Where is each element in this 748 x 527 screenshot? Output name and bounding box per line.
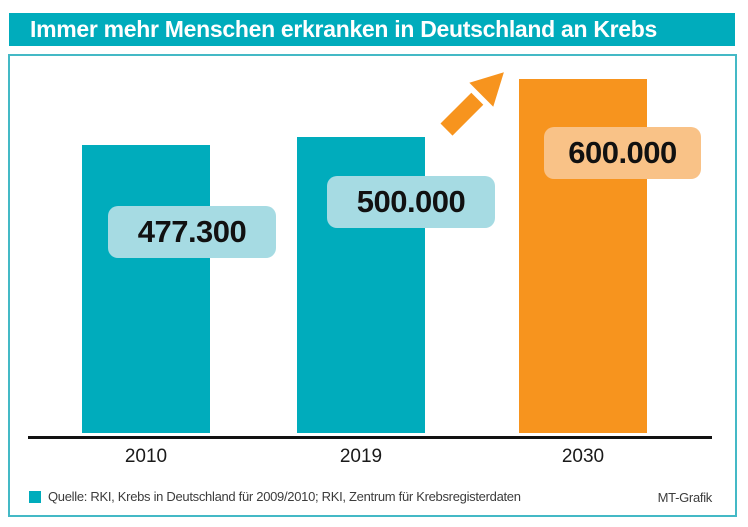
credit-text: MT-Grafik [657,490,713,505]
value-label-2010: 477.300 [108,206,276,258]
trend-up-arrow-icon [440,72,504,136]
source-text: Quelle: RKI, Krebs in Deutschland für 20… [48,489,521,504]
year-label-2030: 2030 [561,446,605,467]
title-bar: Immer mehr Menschen erkranken in Deutsch… [9,13,735,46]
source-row: Quelle: RKI, Krebs in Deutschland für 20… [29,489,521,504]
x-axis-line [28,436,712,439]
bar-2010 [82,145,210,433]
page-title: Immer mehr Menschen erkranken in Deutsch… [30,16,658,42]
year-label-2010: 2010 [124,446,168,467]
value-label-2030: 600.000 [544,127,701,179]
year-label-2019: 2019 [339,446,383,467]
legend-square-icon [29,490,41,503]
value-label-2019: 500.000 [327,176,495,228]
